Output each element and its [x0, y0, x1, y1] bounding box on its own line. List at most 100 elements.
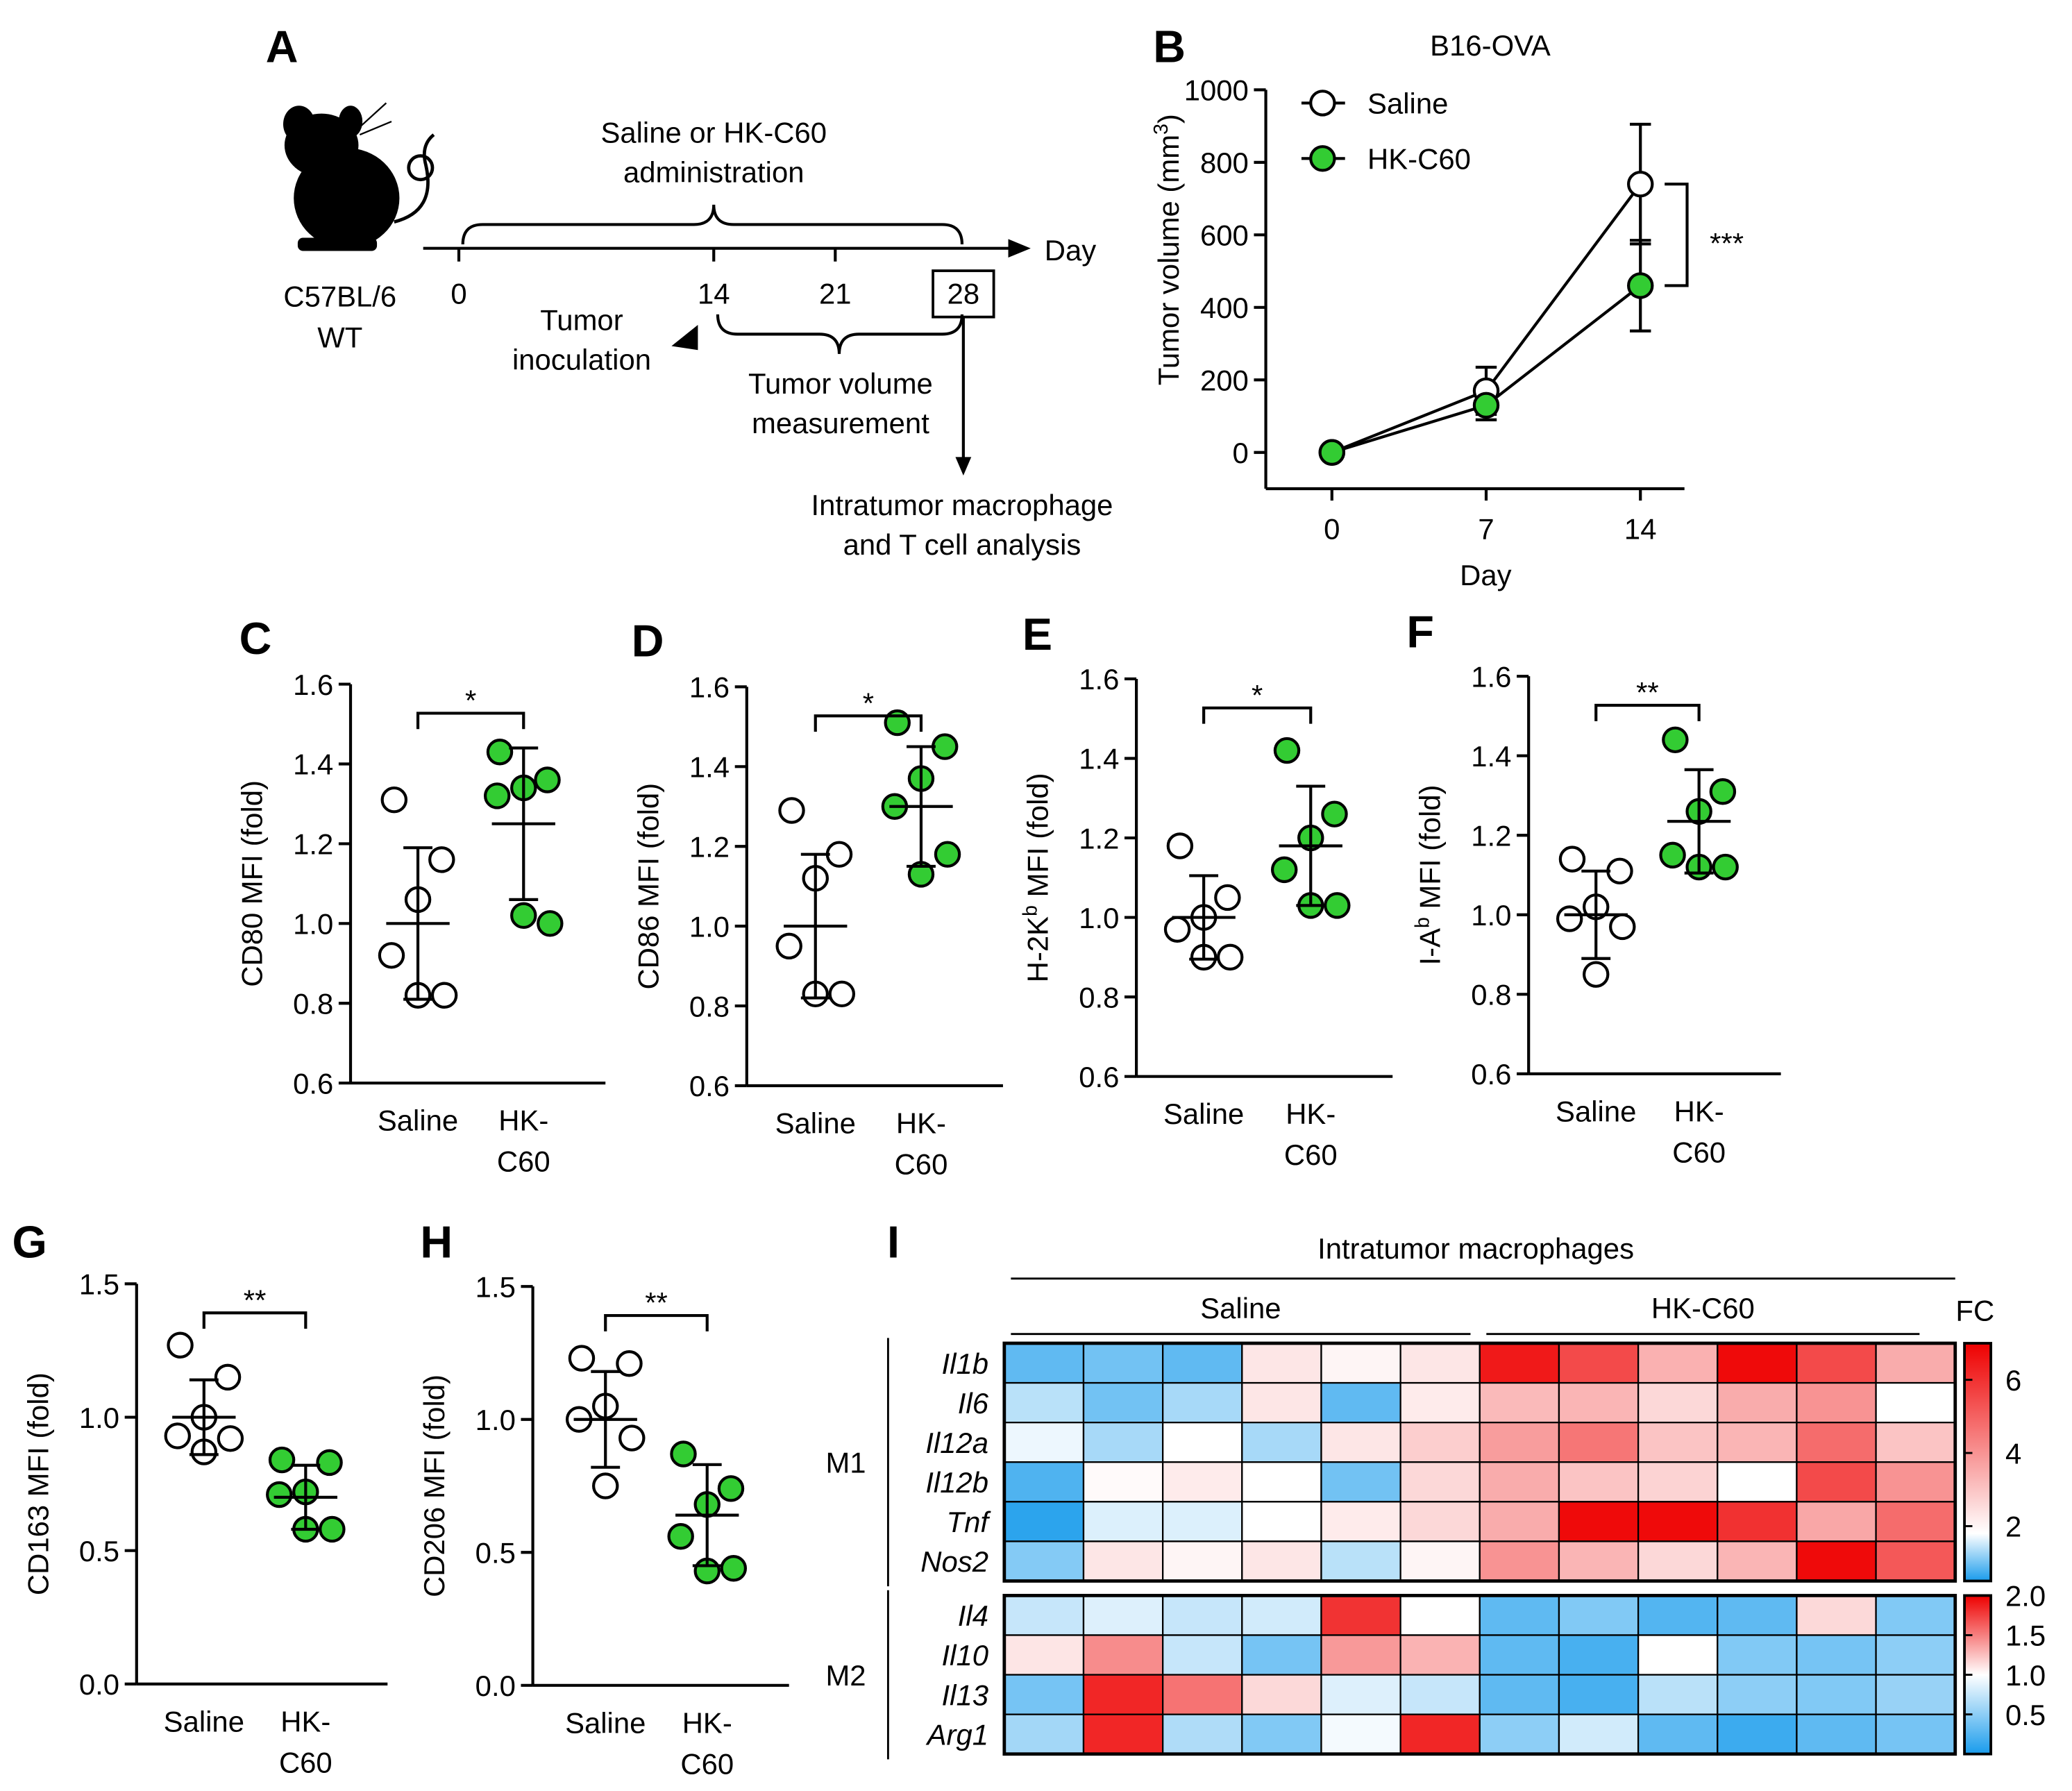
heatmap-cell [1320, 1674, 1401, 1715]
x-tick-label: HK- [1674, 1095, 1724, 1127]
heatmap-cell [1003, 1540, 1085, 1582]
point [1270, 856, 1298, 884]
x-tick-label: HK- [280, 1705, 330, 1738]
heatmap-cell [1003, 1501, 1085, 1542]
heatmap-cell [1320, 1595, 1401, 1636]
heatmap-cell [1717, 1342, 1798, 1384]
heatmap-cell [1717, 1461, 1798, 1503]
heatmap-cell [1717, 1674, 1798, 1715]
legend-marker [1309, 145, 1336, 172]
heatmap-cell [1796, 1595, 1877, 1636]
significance-bracket [814, 714, 923, 732]
colorbar-label: FC [1955, 1295, 1994, 1327]
sd-bar [1684, 768, 1714, 875]
x-tick-label: HK- [682, 1706, 732, 1739]
y-tick-label: 0.6 [1079, 1061, 1119, 1093]
heatmap-cell [1003, 1674, 1085, 1715]
y-tick-label: 1.4 [689, 751, 730, 784]
heatmap-cell [1241, 1422, 1322, 1463]
x-tick-label: Saline [378, 1104, 458, 1137]
heatmap-cell [1637, 1381, 1719, 1424]
point [537, 910, 564, 937]
measurement: Tumor volume [748, 367, 933, 400]
significance: ** [1636, 676, 1659, 709]
point [884, 709, 911, 737]
heatmap-cell [1082, 1713, 1164, 1755]
heatmap-cell [1796, 1674, 1877, 1715]
x-tick-label: HK- [1286, 1098, 1336, 1130]
y-tick-label: 0.5 [475, 1536, 516, 1569]
x-tick-label: C60 [680, 1747, 734, 1780]
heatmap-cell [1875, 1501, 1956, 1542]
significance: *** [1710, 227, 1744, 260]
point [266, 1481, 293, 1508]
heatmap-cell [1558, 1422, 1640, 1463]
heatmap-cell [1082, 1501, 1164, 1542]
y-tick-label: 0.8 [293, 987, 333, 1020]
y-axis-label: CD163 MFI (fold) [22, 1372, 54, 1595]
day-label: 0 [450, 278, 466, 310]
point [268, 1446, 296, 1474]
y-tick-label: 600 [1200, 219, 1249, 252]
heatmap-cell [1320, 1501, 1401, 1542]
point [534, 766, 561, 793]
point [717, 1475, 745, 1502]
point [430, 982, 458, 1009]
y-axis-label: I-Ab MFI (fold) [1412, 785, 1447, 966]
point [775, 932, 802, 960]
heatmap-cell [1399, 1713, 1481, 1755]
point [510, 902, 537, 930]
y-tick-label: 0.6 [293, 1067, 333, 1100]
point [1626, 170, 1654, 198]
heatmap-cell [1162, 1595, 1243, 1636]
point [1662, 726, 1689, 754]
point [934, 841, 961, 868]
y-tick-label: 1.0 [293, 908, 333, 941]
colorbar [1963, 1342, 1993, 1583]
heatmap-cell [1399, 1461, 1481, 1503]
y-tick-label: 800 [1200, 146, 1249, 179]
heatmap-cell [1162, 1501, 1243, 1542]
heatmap-cell [1717, 1713, 1798, 1755]
heatmap-cell [1162, 1342, 1243, 1384]
heatmap-cell [1479, 1595, 1560, 1636]
heatmap-cell [1320, 1381, 1401, 1424]
day-label: 14 [698, 278, 730, 310]
colorbar-tick-label: 1.5 [2005, 1620, 2046, 1652]
point [618, 1424, 646, 1452]
point [1321, 800, 1348, 827]
x-tick-label: Saline [565, 1706, 646, 1739]
panel-letter: A [266, 21, 298, 72]
y-tick-label: 0.8 [689, 990, 730, 1023]
point [1163, 916, 1191, 943]
point [568, 1345, 596, 1372]
heatmap-cell [1241, 1674, 1322, 1715]
chart-title: B16-OVA [1430, 29, 1551, 62]
heatmap-cell [1637, 1634, 1719, 1676]
heatmap-cell [1796, 1381, 1877, 1424]
heatmap-cell [1558, 1713, 1640, 1755]
colorbar-tick-label: 6 [2005, 1364, 2021, 1397]
heatmap-cell [1241, 1540, 1322, 1582]
y-axis-label: H-2Kb MFI (fold) [1020, 773, 1054, 982]
y-axis-label-part: b [1412, 917, 1434, 928]
heatmap-cell [1320, 1422, 1401, 1463]
heatmap-cell [1796, 1501, 1877, 1542]
heatmap-cell [1003, 1381, 1085, 1424]
heatmap-cell [1003, 1595, 1085, 1636]
colorbar-tick-label: 4 [2005, 1437, 2021, 1470]
heatmap-cell [1320, 1342, 1401, 1384]
schematic: A C57BL/6 WT Saline or HK-C60 administra… [266, 21, 1113, 561]
heatmap-cell [1241, 1713, 1322, 1755]
block-label: M2 [825, 1659, 866, 1692]
heatmap-cell [1003, 1461, 1085, 1503]
y-axis-label-part: I-A [1414, 928, 1447, 966]
heatmap-cell [1399, 1634, 1481, 1676]
y-tick-label: 1.0 [1079, 902, 1119, 934]
heatmap-cell [1875, 1540, 1956, 1582]
point [1709, 778, 1737, 805]
heatmap-cell [1875, 1595, 1956, 1636]
heatmap-cell [1558, 1634, 1640, 1676]
point [1273, 737, 1301, 764]
point [1659, 841, 1686, 869]
